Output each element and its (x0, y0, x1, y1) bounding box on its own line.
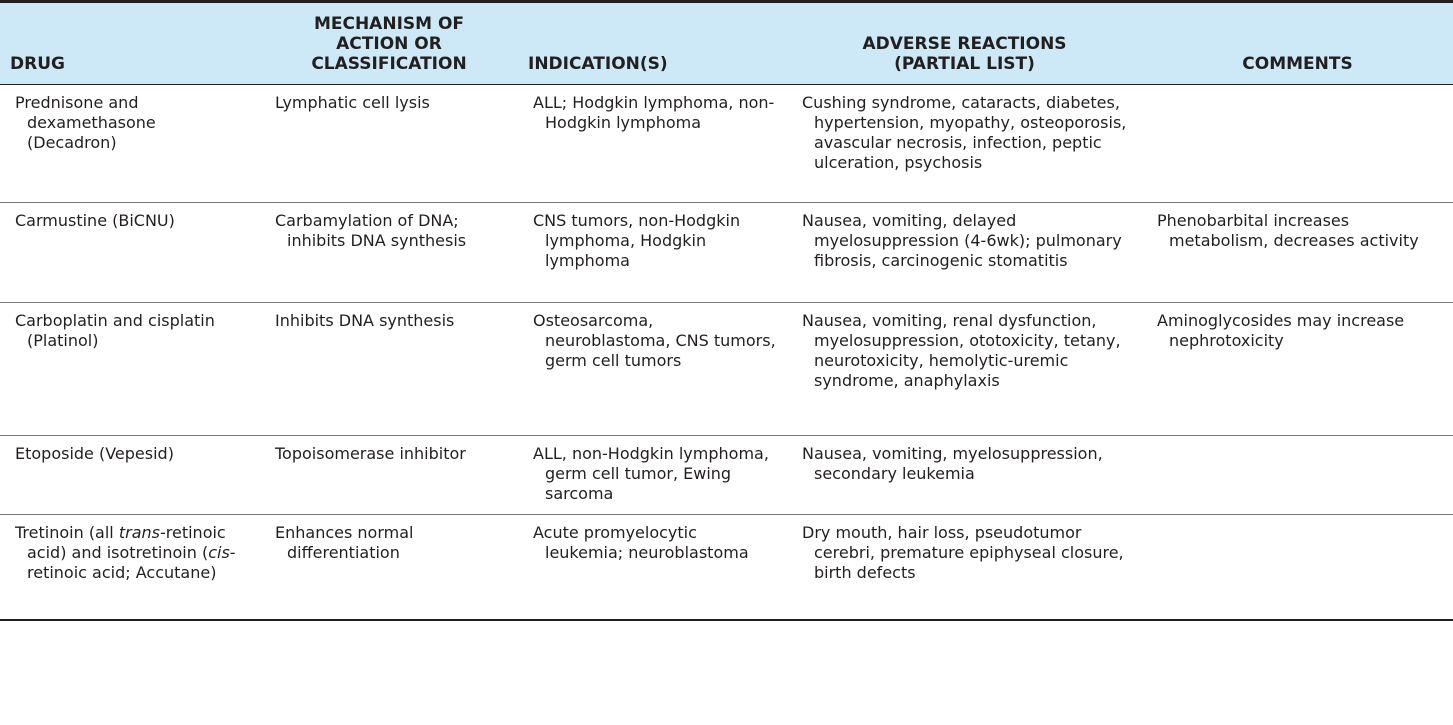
cell-drug: Etoposide (Vepesid) (0, 435, 260, 515)
adverse-text: Cushing syndrome, cataracts, diabetes, h… (802, 92, 1127, 172)
comments-text: Phenobarbital increases metabolism, decr… (1157, 210, 1419, 250)
mechanism-text: Topoisomerase inhibitor (275, 443, 466, 463)
indications-text: Osteosarcoma, neuroblastoma, CNS tumors,… (533, 310, 776, 370)
adverse-text: Nausea, vomiting, renal dysfunction, mye… (802, 310, 1121, 390)
header-comments-text: COMMENTS (1242, 53, 1353, 74)
cell-mechanism: Topoisomerase inhibitor (260, 435, 518, 515)
table-row: Carboplatin and cisplatin (Platinol) Inh… (0, 302, 1453, 436)
header-indications-text: INDICATION(S) (528, 53, 668, 74)
drug-name-italic-trans: trans (118, 522, 160, 542)
header-mechanism-line1: MECHANISM OF (313, 13, 465, 34)
mechanism-text: Inhibits DNA synthesis (275, 310, 455, 330)
adverse-text: Nausea, vomiting, myelosuppression, seco… (802, 443, 1103, 483)
header-adverse: ADVERSE REACTIONS (PARTIAL LIST) (787, 3, 1142, 85)
adverse-text: Nausea, vomiting, delayed myelosuppressi… (802, 210, 1122, 270)
cell-comments (1142, 435, 1453, 515)
indications-text: ALL, non-Hodgkin lymphoma, germ cell tum… (533, 443, 769, 503)
cell-mechanism: Lymphatic cell lysis (260, 84, 518, 203)
header-mechanism-line2: ACTION OR (336, 33, 442, 54)
cell-mechanism: Enhances normal differentiation (260, 514, 518, 621)
drug-name: Carmustine (BiCNU) (15, 210, 175, 230)
drug-name-italic-cis: cis (208, 542, 230, 562)
mechanism-text: Lymphatic cell lysis (275, 92, 430, 112)
cell-adverse: Cushing syndrome, cataracts, diabetes, h… (787, 84, 1142, 203)
cell-drug: Carmustine (BiCNU) (0, 202, 260, 303)
drug-name: Prednisone and dexamethasone (Decadron) (15, 92, 156, 152)
indications-text: Acute promyelocytic leukemia; neuroblast… (533, 522, 749, 562)
header-mechanism-line3: CLASSIFICATION (311, 53, 467, 74)
mechanism-text: Enhances normal differentiation (275, 522, 414, 562)
drug-name: Etoposide (Vepesid) (15, 443, 174, 463)
mechanism-text: Carbamylation of DNA; inhibits DNA synth… (275, 210, 467, 250)
cell-comments: Phenobarbital increases metabolism, decr… (1142, 202, 1453, 303)
drug-name-part: Tretinoin (all (15, 522, 119, 542)
cell-mechanism: Inhibits DNA synthesis (260, 302, 518, 436)
cell-indications: Acute promyelocytic leukemia; neuroblast… (518, 514, 787, 621)
cell-adverse: Nausea, vomiting, renal dysfunction, mye… (787, 302, 1142, 436)
cell-indications: Osteosarcoma, neuroblastoma, CNS tumors,… (518, 302, 787, 436)
table-header: DRUG MECHANISM OF ACTION OR CLASSIFICATION… (0, 3, 1453, 85)
cell-comments (1142, 84, 1453, 203)
table-row: Prednisone and dexamethasone (Decadron) … (0, 84, 1453, 203)
cell-mechanism: Carbamylation of DNA; inhibits DNA synth… (260, 202, 518, 303)
header-adverse-line2: (PARTIAL LIST) (894, 53, 1035, 74)
drug-name-part: -retinoic acid; Accutane) (27, 542, 236, 582)
table-row: Etoposide (Vepesid) Topoisomerase inhibi… (0, 435, 1453, 515)
drug-name-part: -retinoic acid) and isotretinoin ( (27, 522, 226, 562)
cell-adverse: Dry mouth, hair loss, pseudotumor cerebr… (787, 514, 1142, 621)
cell-indications: ALL; Hodgkin lymphoma, non-Hodgkin lymph… (518, 84, 787, 203)
adverse-text: Dry mouth, hair loss, pseudotumor cerebr… (802, 522, 1124, 582)
drug-table: DRUG MECHANISM OF ACTION OR CLASSIFICATION… (0, 3, 1453, 621)
header-mechanism: MECHANISM OF ACTION OR CLASSIFICATION (260, 3, 518, 85)
header-comments: COMMENTS (1142, 3, 1453, 85)
table-row: Tretinoin (all trans-retinoic acid) and … (0, 514, 1453, 621)
top-rule (0, 0, 1453, 3)
cell-adverse: Nausea, vomiting, myelosuppression, seco… (787, 435, 1142, 515)
table-row: Carmustine (BiCNU) Carbamylation of DNA;… (0, 202, 1453, 303)
header-drug-text: DRUG (10, 53, 65, 74)
cell-indications: ALL, non-Hodgkin lymphoma, germ cell tum… (518, 435, 787, 515)
cell-adverse: Nausea, vomiting, delayed myelosuppressi… (787, 202, 1142, 303)
indications-text: ALL; Hodgkin lymphoma, non-Hodgkin lymph… (533, 92, 775, 132)
cell-indications: CNS tumors, non-Hodgkin lymphoma, Hodgki… (518, 202, 787, 303)
indications-text: CNS tumors, non-Hodgkin lymphoma, Hodgki… (533, 210, 741, 270)
header-indications: INDICATION(S) (518, 3, 787, 85)
header-row: DRUG MECHANISM OF ACTION OR CLASSIFICATION… (0, 3, 1453, 85)
cell-comments: Aminoglycosides may increase nephrotoxic… (1142, 302, 1453, 436)
cell-comments (1142, 514, 1453, 621)
table-body: Prednisone and dexamethasone (Decadron) … (0, 84, 1453, 621)
header-adverse-line1: ADVERSE REACTIONS (862, 33, 1067, 54)
cell-drug: Tretinoin (all trans-retinoic acid) and … (0, 514, 260, 621)
cell-drug: Carboplatin and cisplatin (Platinol) (0, 302, 260, 436)
comments-text: Aminoglycosides may increase nephrotoxic… (1157, 310, 1405, 350)
header-drug: DRUG (0, 3, 260, 85)
drug-name: Carboplatin and cisplatin (Platinol) (15, 310, 215, 350)
cell-drug: Prednisone and dexamethasone (Decadron) (0, 84, 260, 203)
drug-name: Tretinoin (all trans-retinoic acid) and … (15, 523, 250, 583)
